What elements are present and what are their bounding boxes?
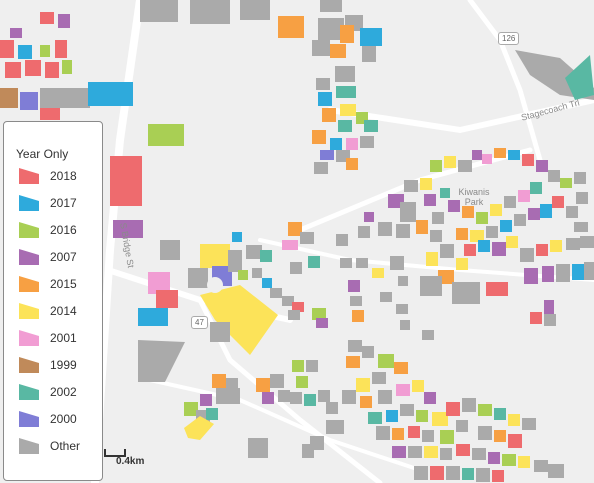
legend-item-2000: 2000	[19, 409, 77, 429]
legend-item-2014: 2014	[19, 301, 77, 321]
legend-item-2015: 2015	[19, 274, 77, 294]
route-47-shield: 47	[191, 316, 208, 329]
legend-label: 2000	[50, 412, 77, 426]
legend-title: Year Only	[16, 147, 69, 161]
legend-item-2016: 2016	[19, 220, 77, 240]
legend-swatch	[19, 249, 39, 265]
legend-swatch	[19, 357, 39, 373]
legend-swatch	[19, 438, 39, 454]
legend-item-2018: 2018	[19, 166, 77, 186]
legend-swatch	[19, 222, 39, 238]
legend-swatch	[19, 303, 39, 319]
legend-label: 2017	[50, 196, 77, 210]
legend-label: 2016	[50, 223, 77, 237]
legend-label: 1999	[50, 358, 77, 372]
legend-item-2001: 2001	[19, 328, 77, 348]
legend-swatch	[19, 195, 39, 211]
legend-label: 2002	[50, 385, 77, 399]
park-label: Kiwanis Park	[458, 187, 490, 207]
legend-label: Other	[50, 439, 81, 453]
legend-swatch	[19, 276, 39, 292]
legend-item-1999: 1999	[19, 355, 77, 375]
scale-bar	[104, 449, 126, 457]
legend-item-2017: 2017	[19, 193, 77, 213]
cul-de-sac	[207, 277, 223, 293]
legend-item-2007: 2007	[19, 247, 77, 267]
legend-label: 2015	[50, 277, 77, 291]
legend-swatch	[19, 330, 39, 346]
legend-label: 2018	[50, 169, 77, 183]
legend-swatch	[19, 168, 39, 184]
legend-item-2002: 2002	[19, 382, 77, 402]
legend-swatch	[19, 384, 39, 400]
legend-label: 2014	[50, 304, 77, 318]
legend-panel: Year Only 2018 2017 2016 2007 2015 2014 2001 19…	[3, 121, 103, 481]
legend-label: 2007	[50, 250, 77, 264]
legend-swatch	[19, 411, 39, 427]
legend-label: 2001	[50, 331, 77, 345]
legend-item-other: Other	[19, 436, 80, 456]
scale-label: 0.4km	[116, 456, 145, 467]
route-126-shield: 126	[498, 32, 520, 45]
